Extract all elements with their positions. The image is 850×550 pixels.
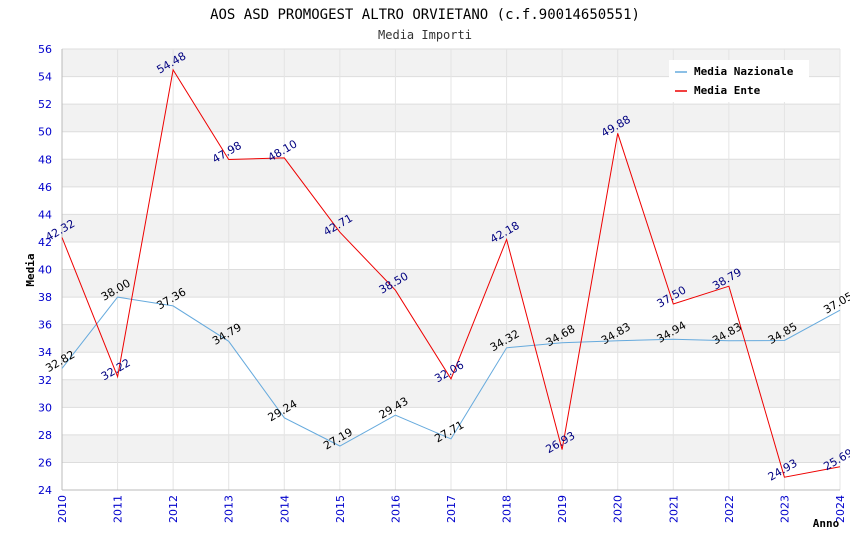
data-label: 32.22 [99,356,133,383]
x-tick-label: 2013 [223,495,236,523]
y-tick-label: 38 [38,291,52,304]
y-tick-label: 26 [38,456,52,469]
legend-label-ente: Media Ente [694,84,761,97]
x-tick-label: 2017 [445,495,458,523]
x-tick-label: 2022 [723,495,736,523]
y-tick-label: 32 [38,374,52,387]
x-axis-ticks: 2010 2011 2012 2013 2014 2015 2016 2017 2018 2019… [56,495,847,523]
y-tick-label: 34 [38,346,52,359]
y-tick-label: 24 [38,484,52,497]
y-tick-label: 50 [38,126,52,139]
grid-lines [61,48,841,491]
legend-box [669,60,809,102]
x-tick-label: 2016 [389,495,402,523]
legend: Media Nazionale Media Ente [669,60,809,102]
x-tick-label: 2011 [112,495,125,523]
y-tick-label: 48 [38,153,52,166]
x-tick-label: 2021 [667,495,680,523]
series-line-nazionale [61,296,841,447]
y-tick-label: 44 [38,208,52,221]
y-tick-label: 42 [38,236,52,249]
y-tick-label: 30 [38,401,52,414]
x-tick-label: 2019 [556,495,569,523]
x-tick-label: 2023 [778,495,791,523]
x-axis-label: Anno [813,517,840,530]
x-tick-label: 2018 [501,495,514,523]
series-line-ente [61,68,841,478]
y-tick-label: 54 [38,71,52,84]
x-tick-label: 2020 [612,495,625,523]
y-axis-label: Media [24,253,37,286]
legend-label-nazionale: Media Nazionale [694,65,794,78]
y-axis-ticks: 24 26 28 30 32 34 36 38 40 42 44 46 48 50 52 54 56 [38,43,52,497]
x-tick-label: 2024 [834,495,847,523]
x-tick-label: 2015 [334,495,347,523]
y-tick-label: 46 [38,181,52,194]
y-tick-label: 36 [38,319,52,332]
series-lines [61,68,841,478]
chart-subtitle: Media Importi [378,28,472,42]
x-tick-label: 2010 [56,495,69,523]
x-tick-label: 2014 [278,495,291,523]
y-tick-label: 28 [38,429,52,442]
y-tick-label: 56 [38,43,52,56]
y-tick-label: 40 [38,264,52,277]
chart-title: AOS ASD PROMOGEST ALTRO ORVIETANO (c.f.9… [210,7,640,23]
x-tick-label: 2012 [167,495,180,523]
y-tick-label: 52 [38,98,52,111]
